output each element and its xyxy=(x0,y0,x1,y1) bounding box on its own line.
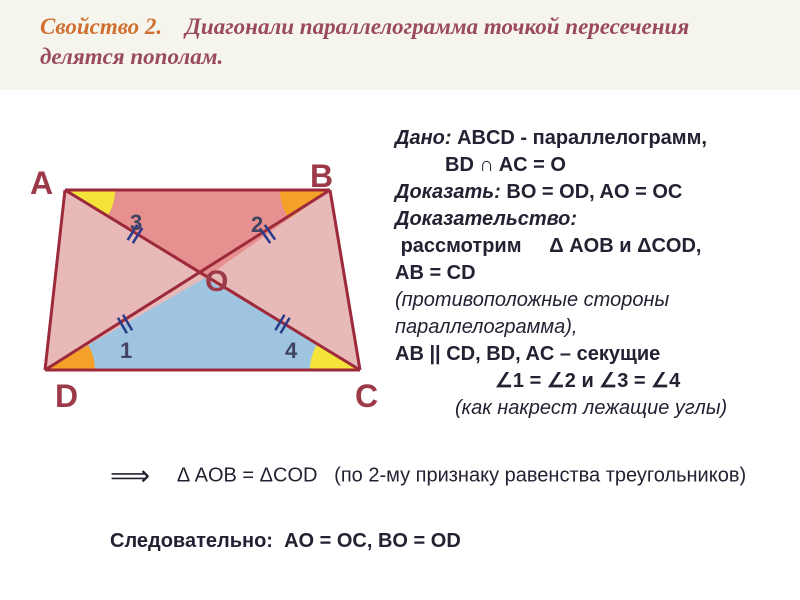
prove-text: BO = OD, AO = OC xyxy=(506,181,682,203)
given-label: Дано: xyxy=(395,127,452,149)
center-o-label: O xyxy=(205,265,228,299)
conclusion-reason: (по 2-му признаку равенства треугольнико… xyxy=(334,464,746,486)
conclusion-main: Δ AOB = ΔCOD xyxy=(177,464,318,486)
prove-line: Доказать: BO = OD, AO = OC xyxy=(395,179,795,206)
theorem-number: Свойство 2. xyxy=(40,14,162,39)
proof-text-block: Дано: ABCD - параллелограмм, BD ∩ AC = O… xyxy=(395,125,795,422)
final-line: Следовательно: AO = OC, BO = OD xyxy=(110,530,461,553)
step2b: (противоположные стороны параллелограмма… xyxy=(395,287,795,341)
given-line2: BD ∩ AC = O xyxy=(395,152,795,179)
step2: AB = CD xyxy=(395,260,795,287)
step3b: ∠1 = ∠2 и ∠3 = ∠4 xyxy=(495,370,680,392)
theorem-text: Свойство 2. Диагонали параллелограмма то… xyxy=(40,12,760,72)
final-text: AO = OC, BO = OD xyxy=(284,530,461,552)
prove-label: Доказать: xyxy=(395,181,501,203)
step3a: AB || CD, BD, AC – секущие xyxy=(395,341,795,368)
angle-1-label: 1 xyxy=(120,338,132,364)
angle-3-label: 3 xyxy=(130,210,142,236)
parallelogram-diagram: A B C D O 1 2 3 4 xyxy=(10,160,390,420)
vertex-c-label: C xyxy=(355,378,378,415)
given-text: ABCD - параллелограмм, xyxy=(457,127,707,149)
step1b: Δ AOB и ΔCOD, xyxy=(549,233,701,260)
final-label: Следовательно: xyxy=(110,530,273,552)
given-line: Дано: ABCD - параллелограмм, xyxy=(395,125,795,152)
vertex-b-label: B xyxy=(310,158,333,195)
step3b-line: ∠1 = ∠2 и ∠3 = ∠4 xyxy=(395,368,795,395)
proof-label-line: Доказательство: xyxy=(395,206,795,233)
conclusion-block: ⟹ Δ AOB = ΔCOD (по 2-му признаку равенст… xyxy=(110,458,750,494)
angle-4-label: 4 xyxy=(285,338,297,364)
step1a: рассмотрим xyxy=(401,235,522,257)
vertex-a-label: A xyxy=(30,165,53,202)
step2a: AB = CD xyxy=(395,262,476,284)
step1: рассмотрим Δ AOB и ΔCOD, xyxy=(395,233,795,260)
proof-label: Доказательство: xyxy=(395,208,577,230)
step3c: (как накрест лежащие углы) xyxy=(395,395,795,422)
theorem-header: Свойство 2. Диагонали параллелограмма то… xyxy=(0,0,800,90)
implies-arrow: ⟹ xyxy=(110,460,150,491)
angle-2-label: 2 xyxy=(251,212,263,238)
vertex-d-label: D xyxy=(55,378,78,415)
